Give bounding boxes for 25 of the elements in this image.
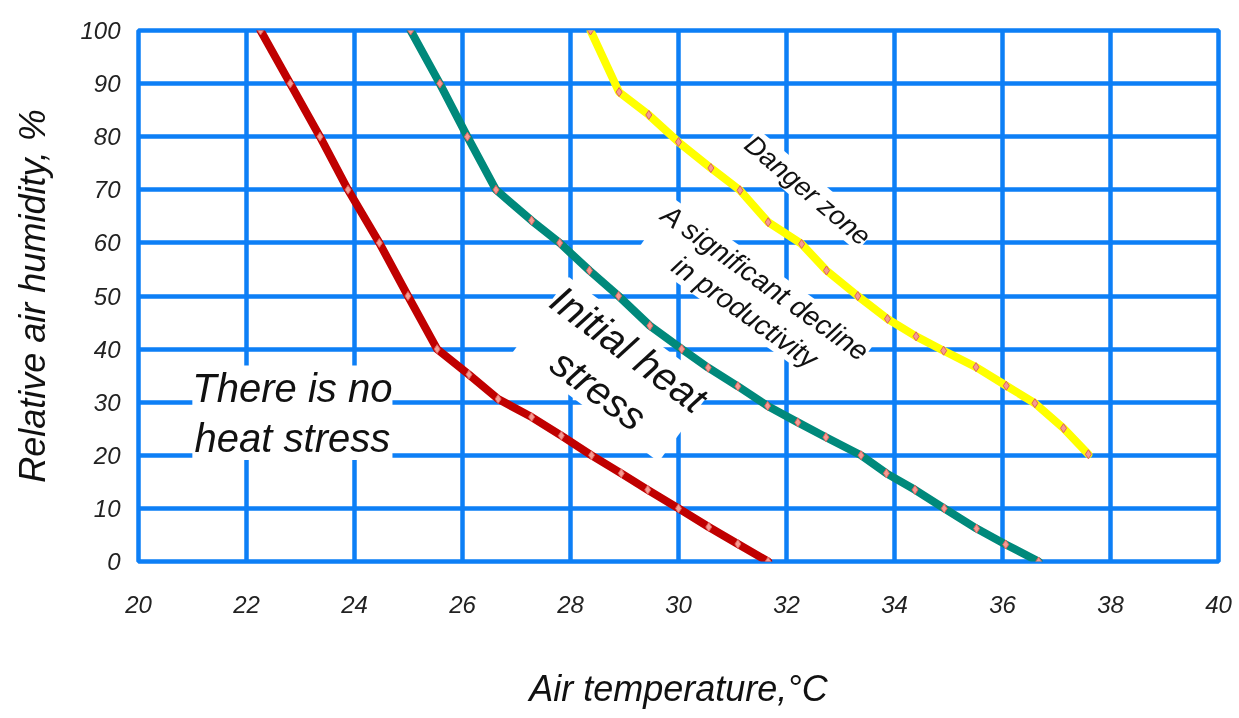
x-tick-label: 40 [1205, 590, 1233, 618]
y-axis-title: Relative air humidity, % [12, 109, 54, 483]
x-tick-label: 32 [773, 590, 800, 618]
x-tick-label: 36 [989, 590, 1017, 618]
y-tick-label: 0 [107, 548, 122, 575]
annotation: There is no heat stress [192, 365, 393, 461]
x-tick-label: 34 [881, 590, 908, 618]
x-tick-label: 26 [448, 590, 477, 618]
x-tick-label: 20 [124, 590, 153, 618]
y-tick-label: 70 [93, 176, 122, 204]
x-tick-label: 38 [1097, 590, 1125, 618]
x-tick-label: 22 [232, 590, 260, 618]
x-axis-title: Air temperature,°C [527, 667, 829, 709]
x-tick-label: 24 [340, 590, 368, 618]
x-tick-label: 30 [665, 590, 693, 618]
y-tick-label: 10 [93, 494, 122, 522]
y-tick-label: 100 [80, 17, 122, 44]
y-tick-label: 40 [93, 335, 122, 363]
x-tick-label: 28 [556, 590, 585, 618]
y-tick-label: 60 [93, 229, 122, 257]
y-tick-label: 20 [92, 441, 122, 469]
y-tick-label: 80 [93, 123, 122, 151]
y-tick-label: 90 [93, 70, 122, 98]
y-tick-label: 50 [93, 282, 122, 310]
y-tick-label: 30 [93, 388, 122, 416]
